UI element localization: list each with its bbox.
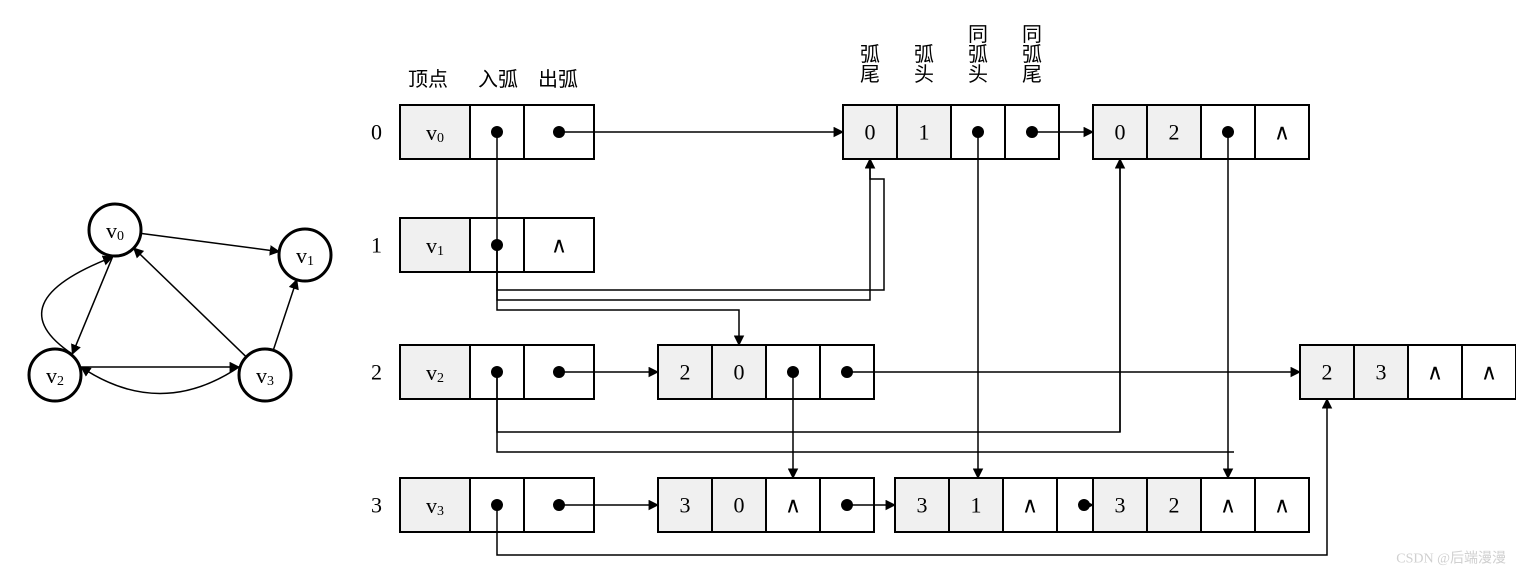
svg-text:1: 1 <box>919 120 930 145</box>
svg-text:3: 3 <box>1115 493 1126 518</box>
svg-text:∧: ∧ <box>1427 360 1443 385</box>
svg-text:2: 2 <box>1322 360 1333 385</box>
svg-text:3: 3 <box>680 493 691 518</box>
row-index: 2 <box>371 360 382 385</box>
svg-text:3: 3 <box>917 493 928 518</box>
row-index: 3 <box>371 493 382 518</box>
svg-text:∧: ∧ <box>785 493 801 518</box>
diagram-svg: v0v1v2v3顶点入弧出弧弧尾弧头同弧头同弧尾0v01v1∧2v23v3010… <box>0 0 1516 571</box>
svg-text:∧: ∧ <box>1274 493 1290 518</box>
svg-text:2: 2 <box>1169 493 1180 518</box>
arc-header: 同 <box>1022 24 1042 46</box>
arc-header: 弧 <box>968 43 988 66</box>
arc-header: 同 <box>968 24 988 46</box>
vertex-header: 出弧 <box>538 68 578 91</box>
svg-text:2: 2 <box>1169 120 1180 145</box>
svg-text:∧: ∧ <box>1481 360 1497 385</box>
arc-header: 弧 <box>860 43 880 66</box>
arc-header: 头 <box>968 63 988 86</box>
svg-text:2: 2 <box>680 360 691 385</box>
row-index: 0 <box>371 120 382 145</box>
svg-text:0: 0 <box>1115 120 1126 145</box>
arc-header: 尾 <box>860 64 880 86</box>
vertex-header: 入弧 <box>478 68 518 91</box>
svg-text:∧: ∧ <box>1220 493 1236 518</box>
arc-header: 弧 <box>1022 43 1042 66</box>
svg-text:∧: ∧ <box>551 233 567 258</box>
svg-text:0: 0 <box>865 120 876 145</box>
svg-text:0: 0 <box>734 493 745 518</box>
watermark: CSDN @后端漫漫 <box>1396 551 1506 567</box>
row-index: 1 <box>371 233 382 258</box>
arc-header: 尾 <box>1022 64 1042 86</box>
svg-text:∧: ∧ <box>1022 493 1038 518</box>
arc-header: 弧 <box>914 43 934 66</box>
arc-header: 头 <box>914 63 934 86</box>
vertex-header: 顶点 <box>408 68 448 91</box>
svg-text:1: 1 <box>971 493 982 518</box>
svg-text:0: 0 <box>734 360 745 385</box>
svg-text:∧: ∧ <box>1274 120 1290 145</box>
svg-text:3: 3 <box>1376 360 1387 385</box>
